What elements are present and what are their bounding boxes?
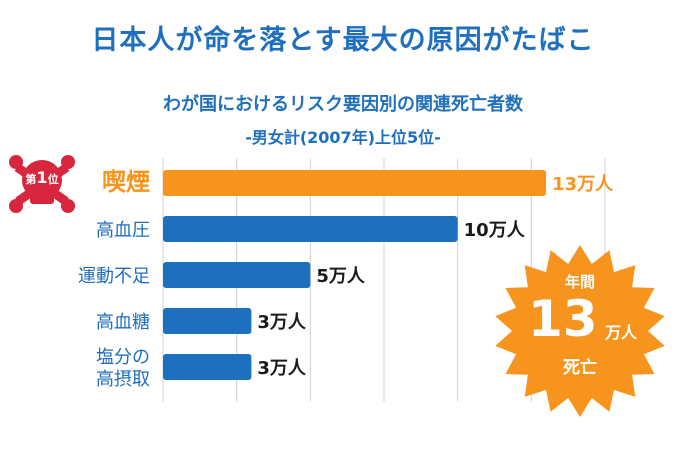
category-label: 高摂取: [96, 369, 150, 390]
bar: [163, 262, 311, 288]
category-label: 高血糖: [96, 312, 150, 333]
value-label: 5万人: [316, 266, 366, 287]
category-label: 高血圧: [96, 220, 150, 241]
bar: [163, 354, 252, 380]
value-label: 3万人: [257, 312, 307, 333]
starburst-text: 年間 13 万人 死亡: [492, 243, 668, 419]
bar: [163, 308, 252, 334]
rank-label: 第1位: [25, 168, 59, 187]
bar: [163, 216, 458, 242]
starburst-line1: 年間: [564, 273, 595, 291]
skull-rank-icon: [9, 155, 75, 213]
starburst-big-number: 13: [528, 290, 598, 348]
category-label: 運動不足: [78, 266, 150, 287]
category-label: 塩分の: [96, 347, 150, 368]
value-label: 10万人: [464, 220, 526, 241]
value-label: 3万人: [257, 358, 307, 379]
headline: 日本人が命を落とす最大の原因がたばこ: [91, 25, 595, 56]
chart-title: わが国におけるリスク要因別の関連死亡者数: [163, 94, 523, 115]
starburst-line3: 死亡: [563, 358, 597, 378]
category-label: 喫煙: [102, 168, 150, 196]
chart-subtitle: -男女計(2007年)上位5位-: [245, 128, 441, 147]
starburst-unit: 万人: [605, 323, 638, 342]
bar: [163, 170, 547, 196]
starburst-badge-icon: [495, 245, 665, 417]
value-label: 13万人: [552, 174, 614, 195]
